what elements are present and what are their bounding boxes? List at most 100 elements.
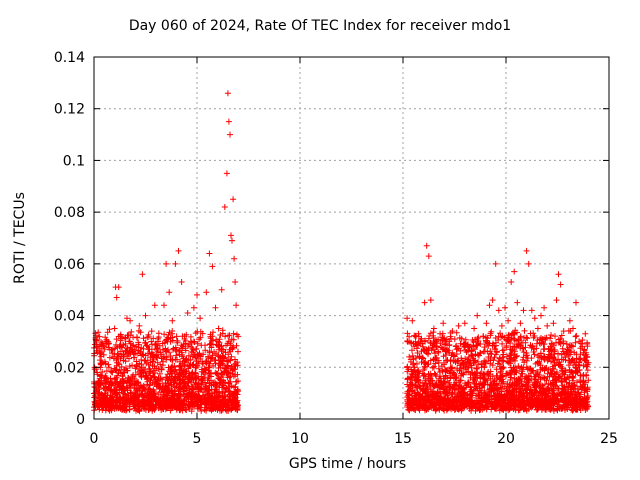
data-point [124, 315, 130, 322]
data-point [468, 343, 474, 350]
data-point [511, 268, 518, 275]
data-point [528, 307, 535, 314]
data-point [461, 320, 468, 327]
x-tick-label: 10 [291, 431, 309, 447]
data-point [232, 279, 239, 285]
y-tick-label: 0.1 [63, 153, 85, 169]
data-point [228, 232, 234, 239]
y-tick-label: 0.12 [54, 102, 85, 118]
data-point [229, 237, 235, 244]
data-point [157, 351, 164, 358]
data-point [227, 131, 233, 138]
y-tick-label: 0.14 [54, 50, 85, 66]
data-point [412, 341, 419, 347]
data-point [474, 312, 481, 319]
data-point [495, 307, 502, 314]
data-point [489, 297, 496, 304]
data-point [169, 317, 176, 324]
data-point [130, 372, 137, 378]
data-point [458, 335, 465, 342]
data-point [415, 330, 422, 337]
x-tick-label: 25 [600, 431, 618, 447]
data-point [480, 333, 487, 340]
data-point [579, 343, 586, 350]
data-point [449, 328, 456, 335]
data-point [163, 260, 170, 267]
data-point [115, 284, 122, 291]
x-tick-label: 15 [394, 431, 412, 447]
y-tick-label: 0 [76, 412, 85, 428]
data-point [197, 315, 204, 322]
data-point [520, 307, 527, 314]
data-point [553, 297, 560, 304]
data-point [452, 359, 459, 366]
point-cloud [91, 326, 592, 415]
data-point [94, 369, 101, 376]
y-tick-label: 0.08 [54, 205, 85, 221]
data-point [443, 348, 450, 355]
data-point [184, 310, 191, 316]
data-point [117, 333, 124, 340]
data-point [525, 260, 532, 267]
data-point [544, 322, 551, 329]
data-point [486, 302, 493, 309]
data-point [151, 302, 158, 309]
data-point [477, 341, 484, 347]
data-point [230, 196, 237, 203]
data-point [234, 359, 241, 366]
axis-ticks: 0 0.02 0.04 0.06 0.08 0.1 0.12 0.14 0 5 10 15 20 25 [54, 50, 618, 447]
data-point [483, 320, 490, 327]
data-point [492, 260, 499, 267]
data-point [514, 299, 521, 306]
y-tick-label: 0.04 [54, 309, 85, 325]
dense-point-cloud [91, 326, 592, 415]
x-tick-label: 5 [193, 431, 202, 447]
data-point [404, 315, 411, 322]
data-point [96, 395, 103, 402]
data-point [92, 390, 98, 397]
data-point [218, 286, 225, 293]
data-point [224, 90, 231, 97]
data-point [139, 271, 146, 278]
data-point [194, 291, 200, 298]
data-point [437, 330, 444, 337]
data-point [108, 382, 115, 389]
data-point [113, 294, 120, 301]
data-point [223, 170, 230, 177]
data-point [166, 289, 173, 296]
data-point [425, 253, 432, 260]
data-point [434, 343, 440, 350]
data-point [517, 320, 524, 327]
plot-frame [93, 56, 610, 420]
data-point [120, 353, 127, 360]
data-point [406, 353, 413, 360]
data-point [145, 361, 152, 368]
data-point [502, 304, 508, 311]
data-point [231, 255, 238, 262]
data-point [560, 328, 567, 335]
data-point [534, 325, 541, 332]
data-point [409, 317, 416, 324]
data-point [508, 279, 515, 285]
data-point [421, 299, 428, 306]
data-point [181, 333, 188, 340]
data-point [430, 325, 437, 332]
data-point [566, 317, 573, 324]
y-tick-label: 0.06 [54, 257, 85, 273]
x-tick-label: 20 [497, 431, 515, 447]
data-point [550, 320, 557, 327]
data-point [576, 338, 583, 345]
data-point [154, 338, 161, 345]
data-point [498, 322, 505, 329]
data-point [541, 304, 548, 311]
data-point [105, 341, 112, 347]
data-point [172, 260, 179, 267]
data-point [221, 204, 228, 210]
data-point [212, 304, 219, 311]
data-point [142, 312, 149, 319]
data-point [427, 297, 434, 304]
data-point [563, 341, 570, 347]
data-point [102, 374, 109, 381]
data-point [200, 351, 207, 358]
